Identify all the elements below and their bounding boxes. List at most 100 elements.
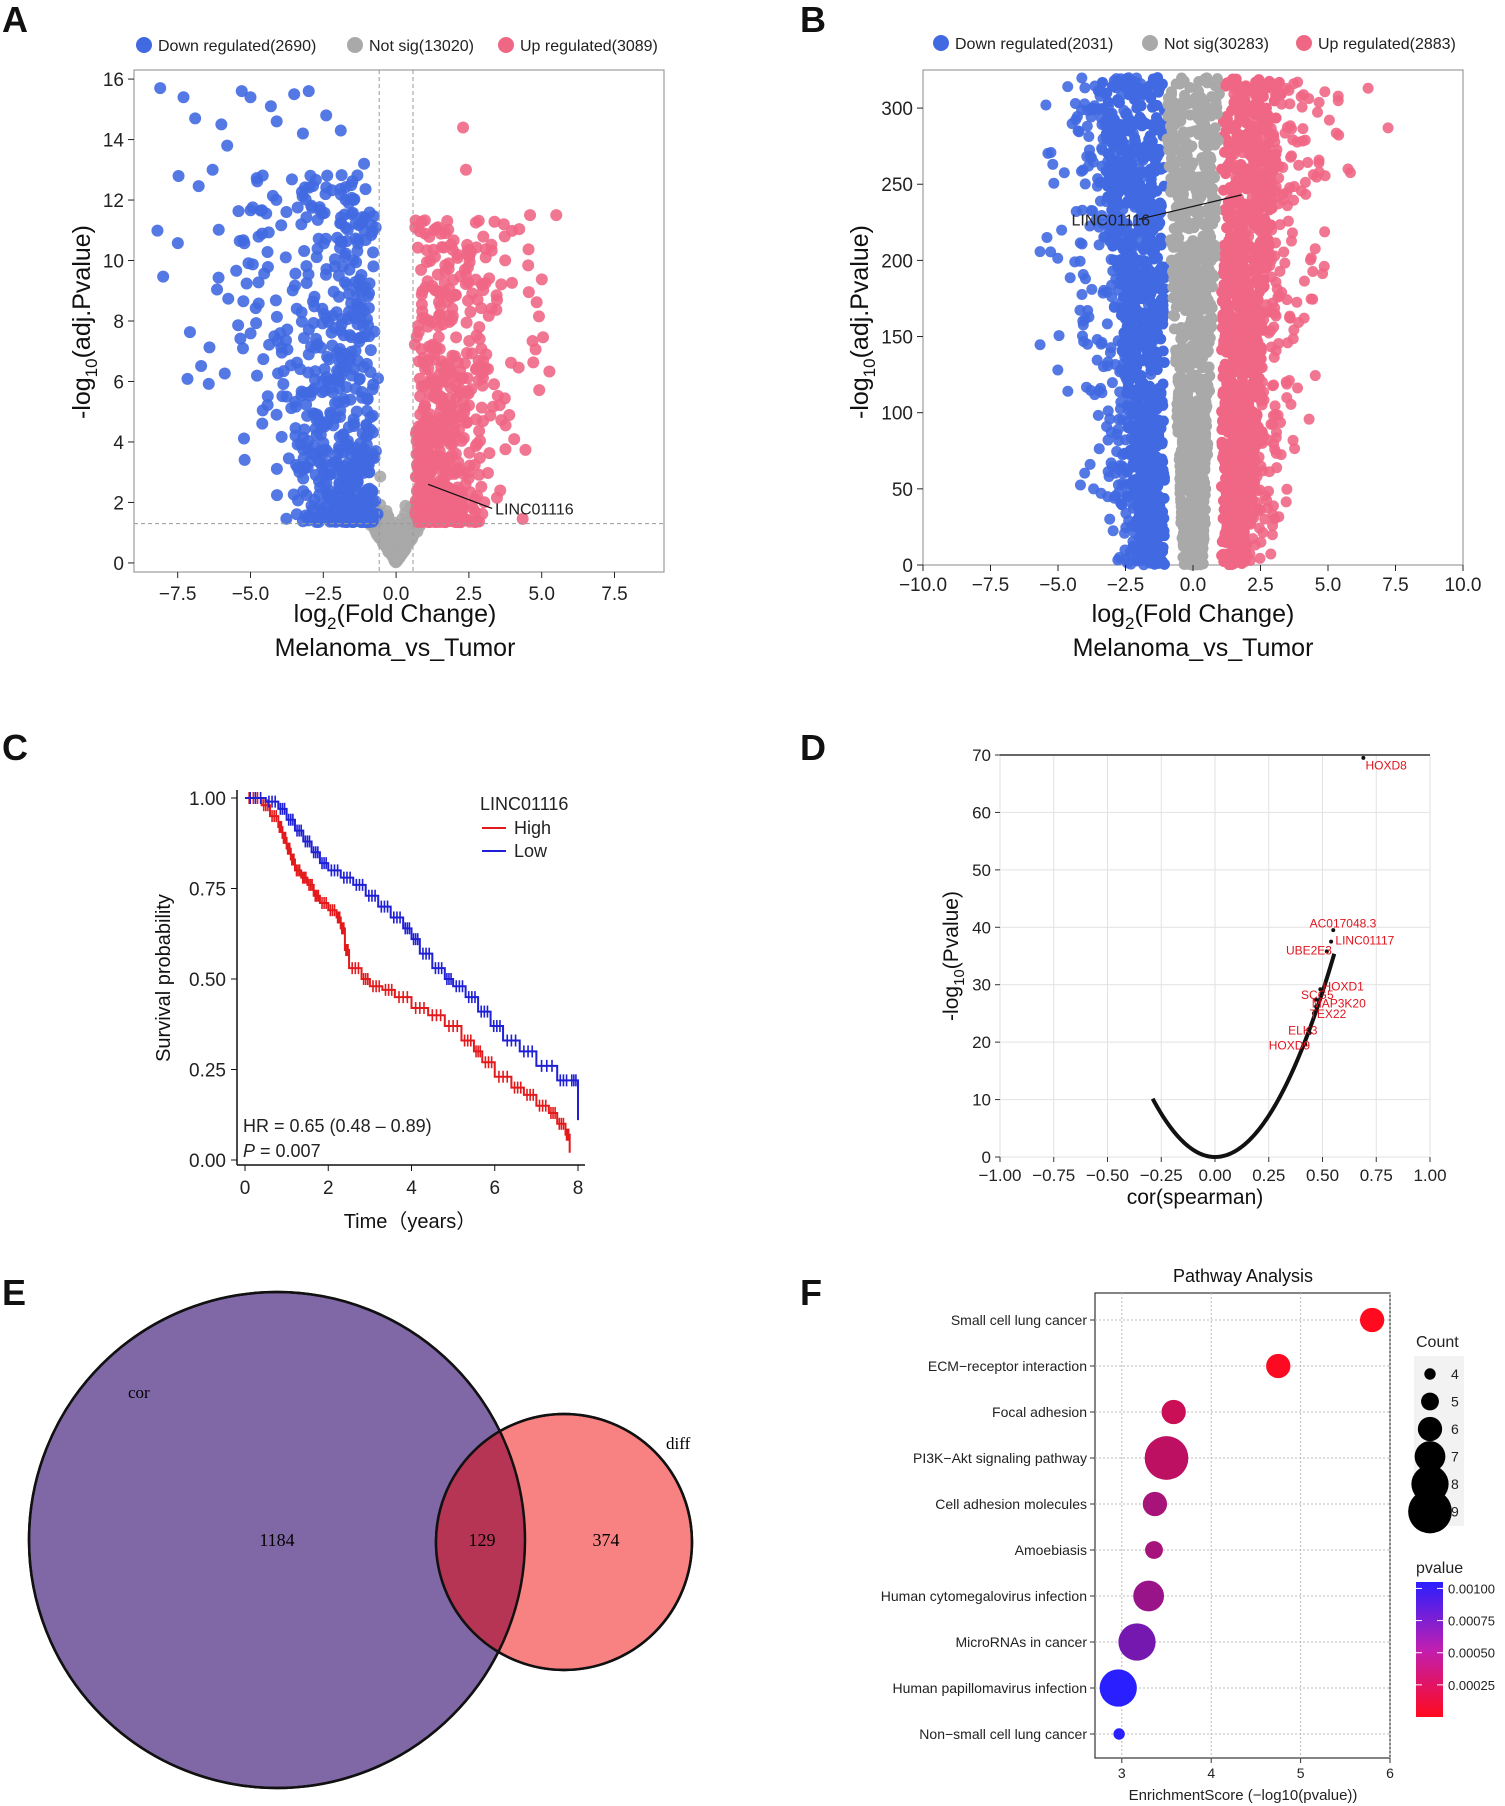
down-point — [1062, 385, 1074, 397]
up-point — [1313, 157, 1325, 169]
down-point — [1086, 283, 1098, 295]
up-point — [1319, 86, 1331, 98]
down-point — [334, 242, 347, 255]
up-point — [1254, 187, 1266, 199]
down-point — [302, 85, 315, 98]
up-point — [1268, 161, 1280, 173]
down-point — [1154, 217, 1166, 229]
up-point — [1253, 372, 1265, 384]
down-point — [1102, 360, 1114, 372]
down-point — [1140, 431, 1152, 443]
down-point — [238, 453, 251, 466]
legend-dot-down — [136, 37, 152, 53]
up-point — [1261, 245, 1273, 257]
up-point — [434, 286, 447, 299]
down-point — [358, 489, 371, 502]
down-point — [1157, 541, 1169, 553]
down-point — [316, 444, 329, 457]
down-point — [1123, 89, 1135, 101]
down-point — [275, 430, 288, 443]
y-tick-label: 6 — [113, 372, 124, 393]
down-point — [329, 372, 342, 385]
down-point — [350, 405, 363, 418]
up-point — [475, 480, 488, 493]
up-point — [455, 434, 468, 447]
down-point — [1058, 167, 1070, 179]
up-point — [433, 412, 446, 425]
down-point — [1071, 111, 1083, 123]
up-point — [1268, 128, 1280, 140]
down-point — [1109, 179, 1121, 191]
down-point — [1143, 389, 1155, 401]
down-point — [275, 219, 288, 232]
down-point — [347, 417, 360, 430]
down-point — [1074, 237, 1086, 249]
up-point — [480, 348, 493, 361]
down-point — [212, 271, 225, 284]
down-point — [1152, 252, 1164, 264]
down-point — [286, 284, 299, 297]
down-point — [364, 411, 377, 424]
down-point — [1077, 315, 1089, 327]
up-point — [473, 468, 486, 481]
up-point — [415, 263, 428, 276]
notsig-point — [1202, 225, 1214, 237]
up-point — [485, 238, 498, 251]
down-point — [246, 201, 259, 214]
down-point — [279, 251, 292, 264]
down-point — [285, 173, 298, 186]
down-point — [335, 169, 348, 182]
down-point — [277, 378, 290, 391]
down-point — [1137, 465, 1149, 477]
up-point — [1259, 169, 1271, 181]
up-point — [431, 221, 444, 234]
down-point — [1040, 99, 1052, 111]
panel-letter-a: A — [2, 0, 28, 40]
legend-dot-up — [498, 37, 514, 53]
down-point — [257, 353, 270, 366]
up-point — [1226, 437, 1238, 449]
up-point — [414, 408, 427, 421]
down-point — [1152, 480, 1164, 492]
down-point — [285, 402, 298, 415]
legend-dot-down-b — [933, 35, 949, 51]
down-point — [1157, 557, 1169, 569]
down-point — [1082, 105, 1094, 117]
up-point — [441, 403, 454, 416]
down-point — [222, 292, 235, 305]
down-point — [353, 335, 366, 348]
down-point — [319, 188, 332, 201]
volcano-plot-b: Down regulated(2031) Not sig(30283) Up r… — [846, 35, 1481, 662]
down-point — [345, 179, 358, 192]
down-point — [1146, 119, 1158, 131]
up-point — [458, 406, 471, 419]
down-point — [195, 359, 208, 372]
up-point — [1225, 150, 1237, 162]
down-point — [1132, 254, 1144, 266]
down-point — [1143, 552, 1155, 564]
up-point — [1240, 361, 1252, 373]
up-point — [505, 224, 518, 237]
down-point — [358, 157, 371, 170]
up-point — [527, 356, 540, 369]
down-point — [338, 347, 351, 360]
down-point — [271, 489, 284, 502]
notsig-point — [382, 539, 395, 552]
down-point — [1083, 130, 1095, 142]
down-point — [251, 369, 264, 382]
notsig-point — [1211, 73, 1223, 85]
up-point — [1251, 157, 1263, 169]
up-point — [452, 371, 465, 384]
down-point — [364, 219, 377, 232]
down-point — [363, 466, 376, 479]
up-point — [442, 262, 455, 275]
down-point — [308, 290, 321, 303]
down-point — [289, 422, 302, 435]
up-point — [499, 254, 512, 267]
down-point — [364, 344, 377, 357]
down-point — [1142, 447, 1154, 459]
up-point — [411, 459, 424, 472]
legend-a: Down regulated(2690) Not sig(13020) Up r… — [136, 37, 658, 55]
up-point — [1243, 285, 1255, 297]
down-point — [1081, 151, 1093, 163]
